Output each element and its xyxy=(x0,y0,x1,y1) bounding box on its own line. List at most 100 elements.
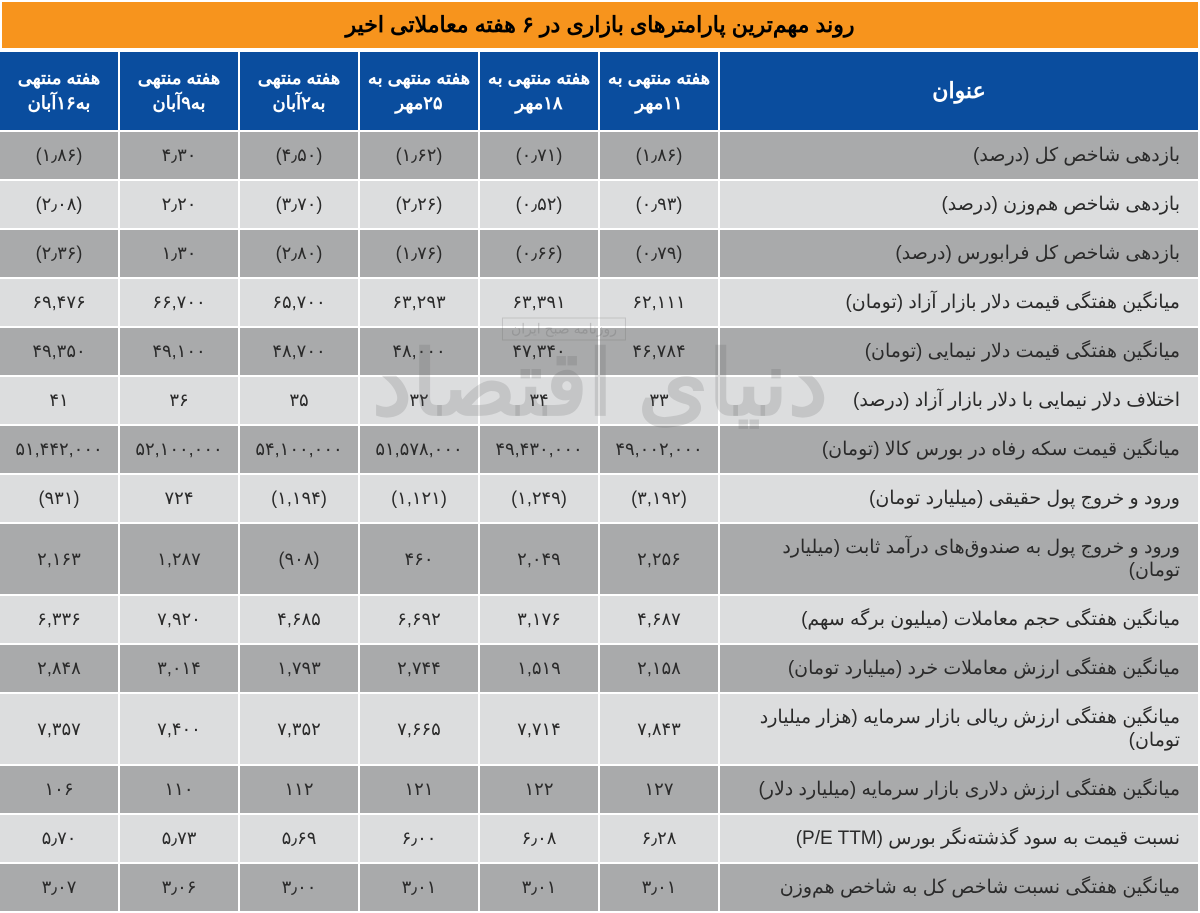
row-label: اختلاف دلار نیمایی با دلار بازار آزاد (د… xyxy=(719,376,1199,425)
data-cell: ۳۵ xyxy=(239,376,359,425)
data-cell: ۵۲,۱۰۰,۰۰۰ xyxy=(119,425,239,474)
row-label: میانگین قیمت سکه رفاه در بورس کالا (توما… xyxy=(719,425,1199,474)
data-cell: (۱,۱۲۱) xyxy=(359,474,479,523)
data-cell: ۴۶,۷۸۴ xyxy=(599,327,719,376)
data-cell: ۳,۰۱۴ xyxy=(119,644,239,693)
table-row: ورود و خروج پول به صندوق‌های درآمد ثابت … xyxy=(0,523,1199,595)
data-cell: ۷,۸۴۳ xyxy=(599,693,719,765)
table-row: ورود و خروج پول حقیقی (میلیارد تومان)(۳,… xyxy=(0,474,1199,523)
row-label: میانگین هفتگی قیمت دلار بازار آزاد (توما… xyxy=(719,278,1199,327)
data-cell: ۳٫۰۶ xyxy=(119,863,239,912)
data-cell: (۰٫۷۱) xyxy=(479,131,599,180)
table-body: بازدهی شاخص کل (درصد)(۱٫۸۶)(۰٫۷۱)(۱٫۶۲)(… xyxy=(0,131,1199,912)
data-cell: ۷,۶۶۵ xyxy=(359,693,479,765)
data-cell: ۵٫۷۳ xyxy=(119,814,239,863)
data-cell: ۱۰۶ xyxy=(0,765,119,814)
header-week-3: هفته منتهی به ۲۵مهر xyxy=(359,51,479,131)
data-cell: ۴,۶۸۵ xyxy=(239,595,359,644)
data-cell: ۲,۷۴۴ xyxy=(359,644,479,693)
data-cell: ۲,۸۴۸ xyxy=(0,644,119,693)
data-cell: ۴۹,۱۰۰ xyxy=(119,327,239,376)
data-cell: ۳۴ xyxy=(479,376,599,425)
data-cell: ۳۳ xyxy=(599,376,719,425)
data-cell: ۶٫۰۸ xyxy=(479,814,599,863)
header-week-6: هفته منتهی به۱۶آبان xyxy=(0,51,119,131)
data-cell: ۴۸,۰۰۰ xyxy=(359,327,479,376)
data-cell: ۱۲۲ xyxy=(479,765,599,814)
data-cell: (۳,۱۹۲) xyxy=(599,474,719,523)
market-data-table: عنوان هفته منتهی به ۱۱مهر هفته منتهی به … xyxy=(0,50,1200,913)
data-cell: ۴۹,۰۰۲,۰۰۰ xyxy=(599,425,719,474)
data-cell: ۴٫۳۰ xyxy=(119,131,239,180)
row-label: ورود و خروج پول به صندوق‌های درآمد ثابت … xyxy=(719,523,1199,595)
data-cell: ۵۱,۵۷۸,۰۰۰ xyxy=(359,425,479,474)
table-title: روند مهم‌ترین پارامترهای بازاری در ۶ هفت… xyxy=(0,0,1200,50)
data-cell: ۲,۱۶۳ xyxy=(0,523,119,595)
table-row: بازدهی شاخص کل فرابورس (درصد)(۰٫۷۹)(۰٫۶۶… xyxy=(0,229,1199,278)
data-cell: (۲٫۳۶) xyxy=(0,229,119,278)
header-title-col: عنوان xyxy=(719,51,1199,131)
data-cell: ۳۲ xyxy=(359,376,479,425)
row-label: میانگین هفتگی قیمت دلار نیمایی (تومان) xyxy=(719,327,1199,376)
data-cell: (۴٫۵۰) xyxy=(239,131,359,180)
data-cell: ۶۳,۳۹۱ xyxy=(479,278,599,327)
data-cell: ۷,۷۱۴ xyxy=(479,693,599,765)
row-label: بازدهی شاخص هم‌وزن (درصد) xyxy=(719,180,1199,229)
data-cell: (۰٫۷۹) xyxy=(599,229,719,278)
table-row: میانگین هفتگی نسبت شاخص کل به شاخص هم‌وز… xyxy=(0,863,1199,912)
table-row: میانگین هفتگی ارزش دلاری بازار سرمایه (م… xyxy=(0,765,1199,814)
data-cell: ۷,۹۲۰ xyxy=(119,595,239,644)
data-cell: (۰٫۵۲) xyxy=(479,180,599,229)
row-label: ورود و خروج پول حقیقی (میلیارد تومان) xyxy=(719,474,1199,523)
data-cell: (۱٫۸۶) xyxy=(599,131,719,180)
data-cell: (۱,۲۴۹) xyxy=(479,474,599,523)
data-cell: ۵٫۷۰ xyxy=(0,814,119,863)
header-week-2: هفته منتهی به ۱۸مهر xyxy=(479,51,599,131)
table-row: میانگین هفتگی حجم معاملات (میلیون برگه س… xyxy=(0,595,1199,644)
data-cell: ۳٫۰۰ xyxy=(239,863,359,912)
data-cell: ۷,۳۵۲ xyxy=(239,693,359,765)
data-cell: ۱,۲۸۷ xyxy=(119,523,239,595)
data-cell: (۲٫۸۰) xyxy=(239,229,359,278)
data-cell: ۴۶۰ xyxy=(359,523,479,595)
data-cell: ۳٫۰۱ xyxy=(599,863,719,912)
table-row: بازدهی شاخص کل (درصد)(۱٫۸۶)(۰٫۷۱)(۱٫۶۲)(… xyxy=(0,131,1199,180)
row-label: میانگین هفتگی نسبت شاخص کل به شاخص هم‌وز… xyxy=(719,863,1199,912)
row-label: بازدهی شاخص کل (درصد) xyxy=(719,131,1199,180)
row-label: نسبت قیمت به سود گذشته‌نگر بورس (P/E TTM… xyxy=(719,814,1199,863)
data-cell: ۶۲,۱۱۱ xyxy=(599,278,719,327)
table-row: میانگین هفتگی قیمت دلار نیمایی (تومان)۴۶… xyxy=(0,327,1199,376)
table-header: عنوان هفته منتهی به ۱۱مهر هفته منتهی به … xyxy=(0,51,1199,131)
data-cell: (۱٫۶۲) xyxy=(359,131,479,180)
data-cell: ۴۸,۷۰۰ xyxy=(239,327,359,376)
data-cell: (۱,۱۹۴) xyxy=(239,474,359,523)
data-cell: ۳٫۰۱ xyxy=(479,863,599,912)
table-row: میانگین هفتگی ارزش ریالی بازار سرمایه (ه… xyxy=(0,693,1199,765)
row-label: میانگین هفتگی ارزش دلاری بازار سرمایه (م… xyxy=(719,765,1199,814)
data-cell: ۱,۷۹۳ xyxy=(239,644,359,693)
data-cell: (۳٫۷۰) xyxy=(239,180,359,229)
data-cell: ۲,۱۵۸ xyxy=(599,644,719,693)
data-cell: (۹۰۸) xyxy=(239,523,359,595)
row-label: میانگین هفتگی ارزش معاملات خرد (میلیارد … xyxy=(719,644,1199,693)
table-row: میانگین هفتگی قیمت دلار بازار آزاد (توما… xyxy=(0,278,1199,327)
data-cell: (۲٫۲۶) xyxy=(359,180,479,229)
data-cell: ۴۹,۳۵۰ xyxy=(0,327,119,376)
data-cell: ۶٫۰۰ xyxy=(359,814,479,863)
data-cell: ۶,۶۹۲ xyxy=(359,595,479,644)
row-label: میانگین هفتگی ارزش ریالی بازار سرمایه (ه… xyxy=(719,693,1199,765)
data-cell: ۱,۵۱۹ xyxy=(479,644,599,693)
data-cell: ۴۷,۳۴۰ xyxy=(479,327,599,376)
table-row: اختلاف دلار نیمایی با دلار بازار آزاد (د… xyxy=(0,376,1199,425)
data-cell: (۱٫۷۶) xyxy=(359,229,479,278)
table-row: میانگین قیمت سکه رفاه در بورس کالا (توما… xyxy=(0,425,1199,474)
table-row: نسبت قیمت به سود گذشته‌نگر بورس (P/E TTM… xyxy=(0,814,1199,863)
data-cell: ۴۹,۴۳۰,۰۰۰ xyxy=(479,425,599,474)
data-cell: ۶۵,۷۰۰ xyxy=(239,278,359,327)
data-cell: ۵۱,۴۴۲,۰۰۰ xyxy=(0,425,119,474)
data-cell: ۳,۱۷۶ xyxy=(479,595,599,644)
data-cell: ۶,۳۳۶ xyxy=(0,595,119,644)
row-label: میانگین هفتگی حجم معاملات (میلیون برگه س… xyxy=(719,595,1199,644)
data-cell: ۴,۶۸۷ xyxy=(599,595,719,644)
data-cell: (۰٫۶۶) xyxy=(479,229,599,278)
